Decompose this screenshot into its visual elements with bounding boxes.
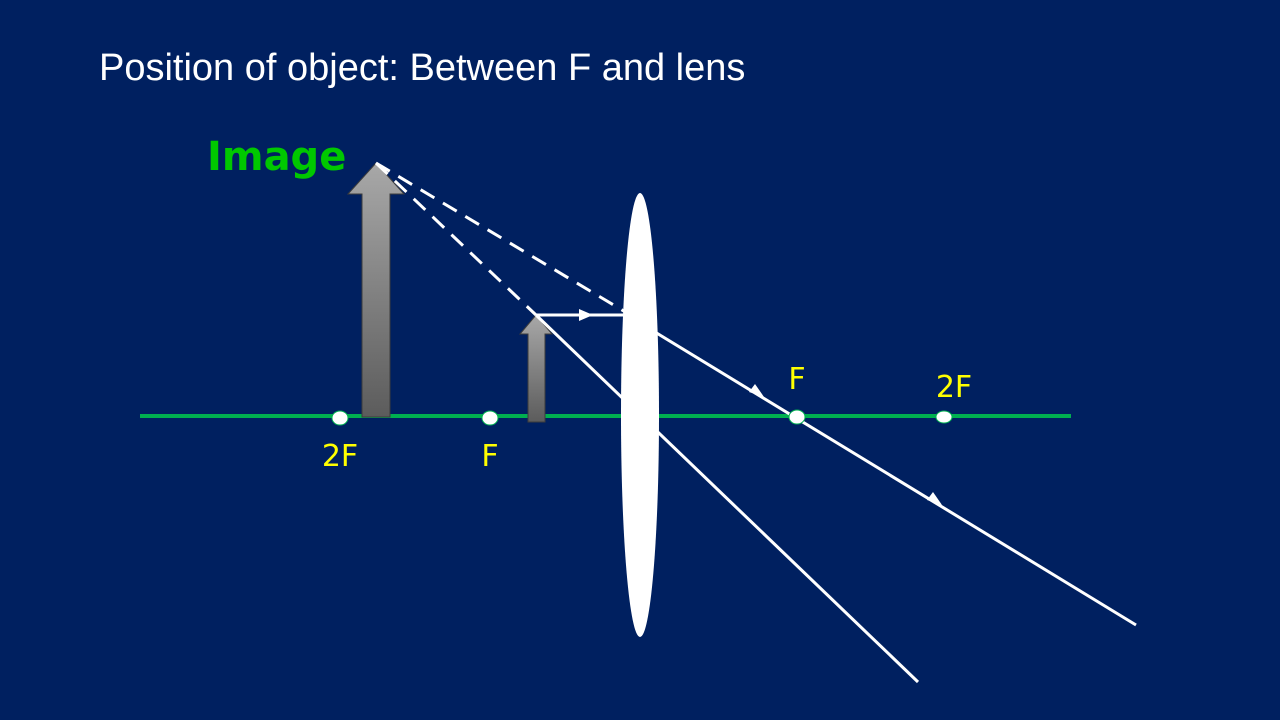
label-f-right: F [788, 362, 805, 397]
object-arrow [518, 314, 554, 423]
point-2f-left [331, 410, 349, 426]
virtual-ray-parallel [375, 161, 628, 315]
convex-lens [621, 193, 659, 637]
point-2f-right [935, 410, 953, 424]
slide-title: Position of object: Between F and lens [99, 47, 746, 89]
image-label: Image [207, 134, 346, 180]
ray-parallel-arrowhead [579, 309, 593, 321]
label-2f-right: 2F [936, 370, 972, 405]
ray-through-center [534, 313, 920, 684]
label-2f-left: 2F [322, 439, 358, 474]
point-f-right [788, 409, 806, 425]
ray-refracted-through-f [626, 313, 1137, 627]
image-arrow [346, 162, 406, 418]
virtual-ray-center [374, 161, 538, 317]
ray-refracted-arrowhead-1 [749, 384, 764, 397]
ray-refracted-arrowhead-2 [927, 492, 942, 505]
point-f-left [481, 410, 499, 426]
label-f-left: F [481, 439, 498, 474]
